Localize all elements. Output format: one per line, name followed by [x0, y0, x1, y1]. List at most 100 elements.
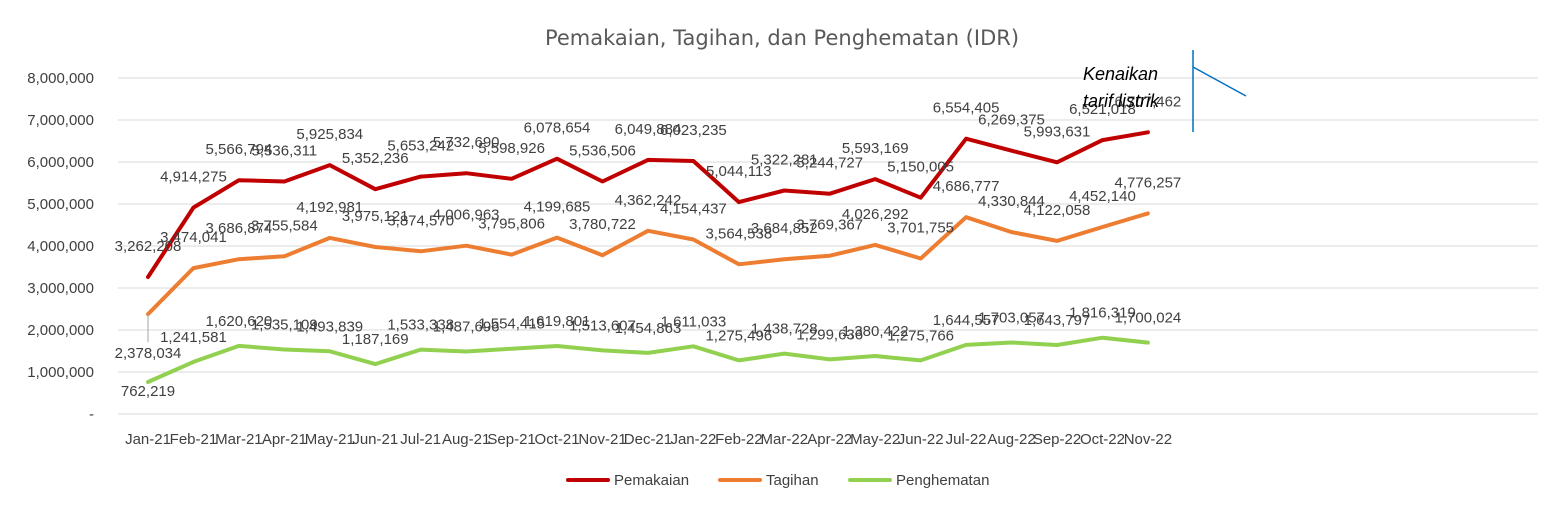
y-axis: - 1,000,000 2,000,000 3,000,000 4,000,000 5,0…: [27, 70, 94, 423]
data-label-penghematan: 1,275,496: [705, 327, 772, 344]
data-label-penghematan: 1,535,109: [251, 317, 318, 334]
series-line-tagihan: [146, 211, 1150, 317]
data-label-pemakaian: 4,914,275: [160, 169, 227, 186]
x-tick-label: Nov-22: [1124, 431, 1172, 448]
x-tick-label: Apr-21: [262, 431, 307, 448]
data-label-pemakaian: 5,732,690: [433, 134, 500, 151]
x-tick-label: Mar-21: [215, 431, 263, 448]
legend-label-penghematan: Penghematan: [896, 472, 989, 489]
annotation-line-2: tarif listrik: [1083, 91, 1160, 111]
x-tick-label: Jan-22: [670, 431, 716, 448]
data-label-pemakaian: 6,521,018: [1069, 101, 1136, 118]
data-label-pemakaian: 5,925,834: [296, 126, 363, 143]
y-tick-label: 7,000,000: [27, 112, 94, 129]
y-tick-label: 8,000,000: [27, 70, 94, 87]
data-label-tagihan: 3,769,367: [796, 217, 863, 234]
series-lines: [146, 130, 1150, 384]
legend-label-pemakaian: Pemakaian: [614, 472, 689, 489]
data-label-tagihan: 3,564,538: [705, 225, 772, 242]
data-label-pemakaian: 5,653,242: [387, 138, 454, 155]
x-tick-label: Jul-22: [946, 431, 987, 448]
x-tick-label: May-21: [305, 431, 355, 448]
x-tick-label: Dec-21: [624, 431, 672, 448]
data-label-penghematan: 1,275,766: [887, 327, 954, 344]
data-labels: 3,262,208 4,914,275 5,566,7945,536,3115,92…: [115, 93, 1182, 400]
data-label-pemakaian: 5,352,236: [342, 150, 409, 167]
data-label-penghematan: 1,380,422: [842, 323, 909, 340]
data-label-penghematan: 1,643,797: [1024, 312, 1091, 329]
data-label-penghematan: 1,487,696: [433, 319, 500, 336]
x-tick-label: Mar-22: [761, 431, 809, 448]
x-tick-label: Jan-21: [125, 431, 171, 448]
y-tick-label: 3,000,000: [27, 280, 94, 297]
data-label-tagihan: 4,199,685: [524, 199, 591, 216]
data-label-tagihan: 3,701,755: [887, 220, 954, 237]
x-tick-label: Aug-21: [442, 431, 490, 448]
data-label-penghematan: 1,700,024: [1115, 310, 1182, 327]
data-label-pemakaian: 5,322,281: [751, 151, 818, 168]
x-tick-label: Oct-21: [535, 431, 580, 448]
x-tick-label: Nov-21: [578, 431, 626, 448]
x-tick-label: Feb-21: [170, 431, 218, 448]
y-tick-label: 6,000,000: [27, 154, 94, 171]
data-label-penghematan: 1,620,620: [206, 313, 273, 330]
data-label-tagihan: 4,006,963: [433, 207, 500, 224]
data-label-pemakaian: 5,993,631: [1024, 123, 1091, 140]
x-tick-label: Sep-21: [487, 431, 535, 448]
data-label-tagihan: 3,684,852: [751, 220, 818, 237]
x-tick-label: Oct-22: [1080, 431, 1125, 448]
legend-label-tagihan: Tagihan: [766, 472, 819, 489]
series-line-pemakaian: [146, 130, 1150, 279]
data-label-penghematan: 1,703,057: [978, 309, 1045, 326]
data-label-tagihan: 3,780,722: [569, 216, 636, 233]
data-label-penghematan: 1,493,839: [296, 318, 363, 335]
data-label-pemakaian: 5,536,506: [569, 142, 636, 159]
tariff-annotation: Kenaikan tarif listrik: [1083, 50, 1247, 132]
data-label-pemakaian: 6,078,654: [524, 120, 591, 137]
x-tick-label: Feb-22: [715, 431, 763, 448]
data-label-penghematan: 1,611,033: [661, 313, 727, 330]
data-label-tagihan: 4,330,844: [978, 193, 1045, 210]
series-line-penghematan: [146, 335, 1150, 384]
data-label-pemakaian: 5,593,169: [842, 140, 909, 157]
data-label-pemakaian: 5,598,926: [478, 140, 545, 157]
data-label-tagihan: 3,795,806: [478, 216, 545, 233]
x-tick-label: Sep-22: [1033, 431, 1081, 448]
data-label-penghematan: 1,241,581: [160, 329, 227, 346]
data-label-penghematan: 762,219: [121, 383, 175, 400]
y-tick-label: 2,000,000: [27, 322, 94, 339]
data-label-pemakaian: 6,707,462: [1115, 93, 1182, 110]
data-label-penghematan: 1,187,169: [342, 331, 409, 348]
data-label-pemakaian: 5,536,311: [252, 142, 318, 159]
data-label-penghematan: 1,513,607: [569, 317, 636, 334]
data-label-pemakaian: 3,262,208: [115, 238, 182, 255]
data-label-tagihan: 4,776,257: [1115, 174, 1182, 191]
data-label-pemakaian: 5,150,005: [887, 159, 954, 176]
data-label-tagihan: 4,154,437: [660, 201, 727, 218]
data-label-penghematan: 1,644,557: [933, 312, 1000, 329]
data-label-pemakaian: 6,049,884: [615, 121, 682, 138]
data-label-pemakaian: 6,269,375: [978, 112, 1045, 129]
y-tick-label: 4,000,000: [27, 238, 94, 255]
data-label-penghematan: 1,533,338: [387, 317, 454, 334]
legend: Pemakaian Tagihan Penghematan: [566, 472, 989, 489]
x-tick-label: Jun-21: [352, 431, 398, 448]
data-label-penghematan: 1,816,319: [1069, 305, 1136, 322]
data-label-tagihan: 4,026,292: [842, 206, 909, 223]
data-label-tagihan: 3,975,121: [342, 208, 409, 225]
data-label-tagihan: 3,474,041: [160, 229, 227, 246]
chart-title: Pemakaian, Tagihan, dan Penghematan (IDR…: [545, 26, 1019, 50]
data-label-pemakaian: 6,023,235: [660, 122, 727, 139]
y-tick-label: 5,000,000: [27, 196, 94, 213]
x-tick-label: Jun-22: [898, 431, 944, 448]
x-tick-label: Apr-22: [807, 431, 852, 448]
annotation-line-1: Kenaikan: [1083, 64, 1158, 84]
x-tick-label: May-22: [850, 431, 900, 448]
data-label-pemakaian: 5,044,113: [706, 163, 772, 180]
data-label-penghematan: 1,438,728: [751, 321, 818, 338]
data-label-tagihan: 3,874,570: [387, 212, 454, 229]
x-tick-label: Aug-22: [987, 431, 1035, 448]
data-label-tagihan: 4,192,981: [296, 199, 363, 216]
